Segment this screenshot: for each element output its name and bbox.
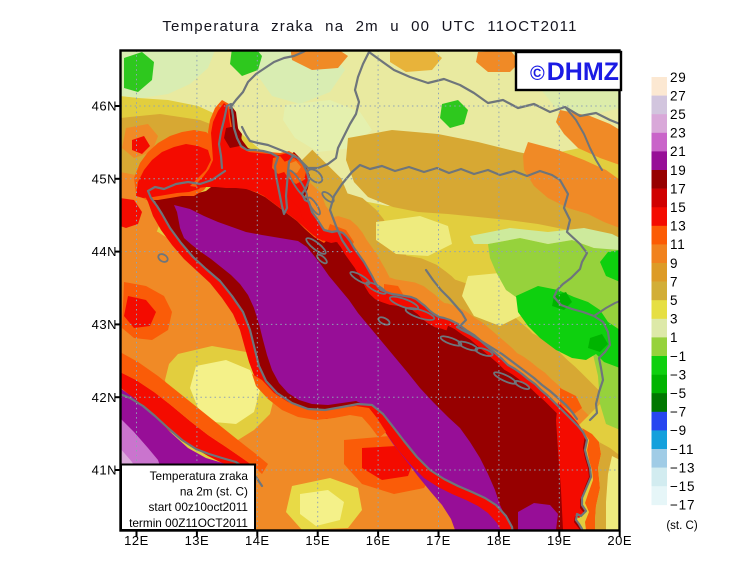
svg-text:1: 1 xyxy=(670,330,678,345)
svg-text:25: 25 xyxy=(670,107,687,122)
svg-text:−9: −9 xyxy=(670,423,687,438)
svg-text:©DHMZ: ©DHMZ xyxy=(530,58,619,86)
svg-text:9: 9 xyxy=(670,256,678,271)
svg-text:41N: 41N xyxy=(92,463,117,478)
svg-text:na 2m (st. C): na 2m (st. C) xyxy=(180,485,248,499)
svg-text:−1: −1 xyxy=(670,349,687,364)
svg-text:13E: 13E xyxy=(185,533,210,548)
svg-text:5: 5 xyxy=(670,293,678,308)
svg-text:19E: 19E xyxy=(547,533,572,548)
svg-text:termin 00Z11OCT2011: termin 00Z11OCT2011 xyxy=(129,516,248,530)
svg-text:Temperatura zraka na 2m u 00 U: Temperatura zraka na 2m u 00 UTC 11OCT20… xyxy=(162,18,577,35)
svg-text:start 00z10oct2011: start 00z10oct2011 xyxy=(149,500,248,514)
svg-text:17E: 17E xyxy=(426,533,451,548)
svg-text:14E: 14E xyxy=(245,533,270,548)
svg-text:29: 29 xyxy=(670,70,687,85)
svg-text:44N: 44N xyxy=(92,244,117,259)
svg-text:45N: 45N xyxy=(92,171,117,186)
svg-text:15E: 15E xyxy=(305,533,330,548)
svg-text:46N: 46N xyxy=(92,99,117,114)
svg-text:27: 27 xyxy=(670,88,687,103)
svg-text:11: 11 xyxy=(670,237,686,252)
svg-text:18E: 18E xyxy=(487,533,512,548)
svg-text:(st. C): (st. C) xyxy=(666,520,697,532)
svg-text:19: 19 xyxy=(670,163,687,178)
svg-text:−13: −13 xyxy=(670,460,695,475)
svg-text:21: 21 xyxy=(670,144,687,159)
svg-text:Temperatura zraka: Temperatura zraka xyxy=(150,469,249,483)
svg-text:3: 3 xyxy=(670,312,678,327)
svg-text:42N: 42N xyxy=(92,390,117,405)
svg-text:23: 23 xyxy=(670,126,687,141)
svg-text:7: 7 xyxy=(670,274,678,289)
svg-text:−11: −11 xyxy=(670,442,694,457)
svg-text:−15: −15 xyxy=(670,479,695,494)
svg-text:−3: −3 xyxy=(670,367,687,382)
svg-text:−17: −17 xyxy=(670,498,695,513)
svg-text:16E: 16E xyxy=(366,533,391,548)
svg-text:43N: 43N xyxy=(92,317,117,332)
svg-text:20E: 20E xyxy=(607,533,632,548)
svg-text:15: 15 xyxy=(670,200,687,215)
svg-text:12E: 12E xyxy=(124,533,149,548)
svg-text:−5: −5 xyxy=(670,386,687,401)
svg-text:13: 13 xyxy=(670,219,687,234)
svg-text:17: 17 xyxy=(670,181,687,196)
svg-text:−7: −7 xyxy=(670,405,687,420)
